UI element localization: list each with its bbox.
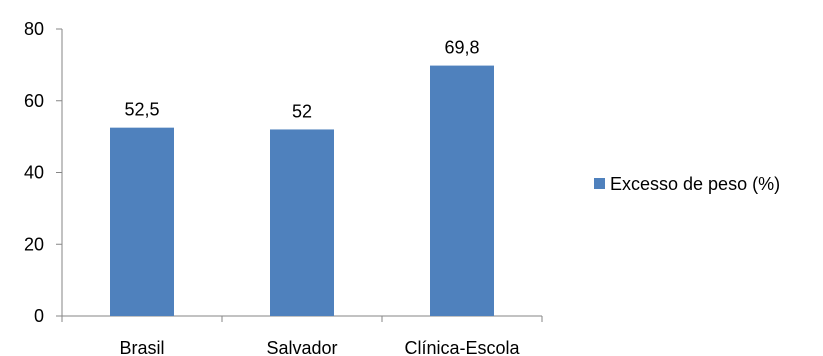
legend: Excesso de peso (%) — [594, 174, 780, 194]
y-tick-label: 20 — [24, 234, 44, 254]
legend-swatch — [594, 178, 605, 189]
bars — [110, 65, 494, 316]
y-axis: 0 20 40 60 80 — [24, 19, 63, 326]
bar-data-label: 52,5 — [124, 100, 159, 120]
data-labels: 52,5 52 69,8 — [124, 38, 479, 122]
bar — [110, 127, 174, 316]
x-category-label: Clínica-Escola — [404, 338, 520, 356]
y-tick-label: 60 — [24, 91, 44, 111]
bar — [430, 65, 494, 316]
y-tick-label: 80 — [24, 19, 44, 39]
legend-label: Excesso de peso (%) — [610, 174, 780, 194]
bar-data-label: 69,8 — [444, 38, 479, 58]
x-axis: Brasil Salvador Clínica-Escola — [61, 315, 543, 356]
bar — [270, 129, 334, 316]
y-tick-label: 40 — [24, 163, 44, 183]
x-category-label: Salvador — [266, 338, 337, 356]
bar-data-label: 52 — [292, 101, 312, 121]
x-category-label: Brasil — [119, 338, 164, 356]
y-tick-label: 0 — [34, 306, 44, 326]
